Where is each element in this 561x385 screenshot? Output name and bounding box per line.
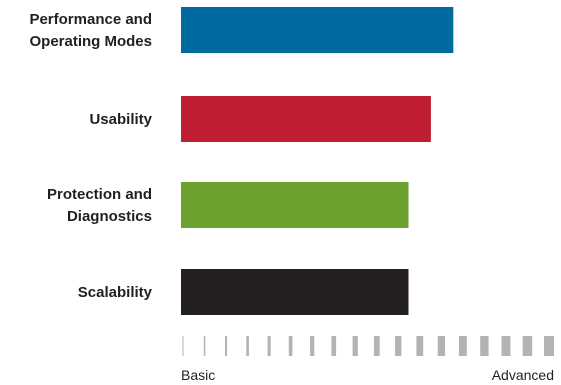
category-labels-group: Performance and Operating Modes Usability P… [29, 11, 152, 301]
axis-tick [267, 336, 271, 356]
axis-tick [458, 336, 467, 356]
bar-2 [181, 182, 409, 228]
axis-tick [352, 336, 358, 356]
axis-tick [182, 336, 184, 356]
bar-1 [181, 96, 431, 142]
axis-end-label: Advanced [492, 367, 554, 383]
axis-tick [373, 336, 380, 356]
axis-tick [331, 336, 337, 356]
bar-0 [181, 7, 454, 53]
category-label-line: Usability [89, 111, 152, 128]
category-label-line: Operating Modes [29, 33, 152, 50]
axis-tick [416, 336, 424, 356]
axis-tick [203, 336, 206, 356]
category-label-line: Scalability [78, 284, 153, 301]
axis-tick [225, 336, 228, 356]
category-label-1: Usability [89, 111, 152, 128]
axis-ticks-group [182, 336, 554, 356]
axis-start-label: Basic [181, 367, 215, 383]
axis-tick [288, 336, 293, 356]
axis-tick [310, 336, 315, 356]
bars-group [181, 7, 454, 315]
category-label-0: Performance and Operating Modes [29, 11, 152, 50]
category-label-3: Scalability [78, 284, 153, 301]
category-label-line: Performance and [29, 11, 152, 28]
axis-tick [544, 336, 554, 356]
axis-tick [522, 336, 533, 356]
bar-3 [181, 269, 409, 315]
category-label-line: Protection and [47, 186, 152, 203]
axis-tick [246, 336, 249, 356]
axis-tick [501, 336, 511, 356]
category-label-line: Diagnostics [67, 208, 152, 225]
axis-tick [395, 336, 402, 356]
category-label-2: Protection and Diagnostics [47, 186, 152, 225]
axis-tick [437, 336, 446, 356]
axis-tick [480, 336, 489, 356]
